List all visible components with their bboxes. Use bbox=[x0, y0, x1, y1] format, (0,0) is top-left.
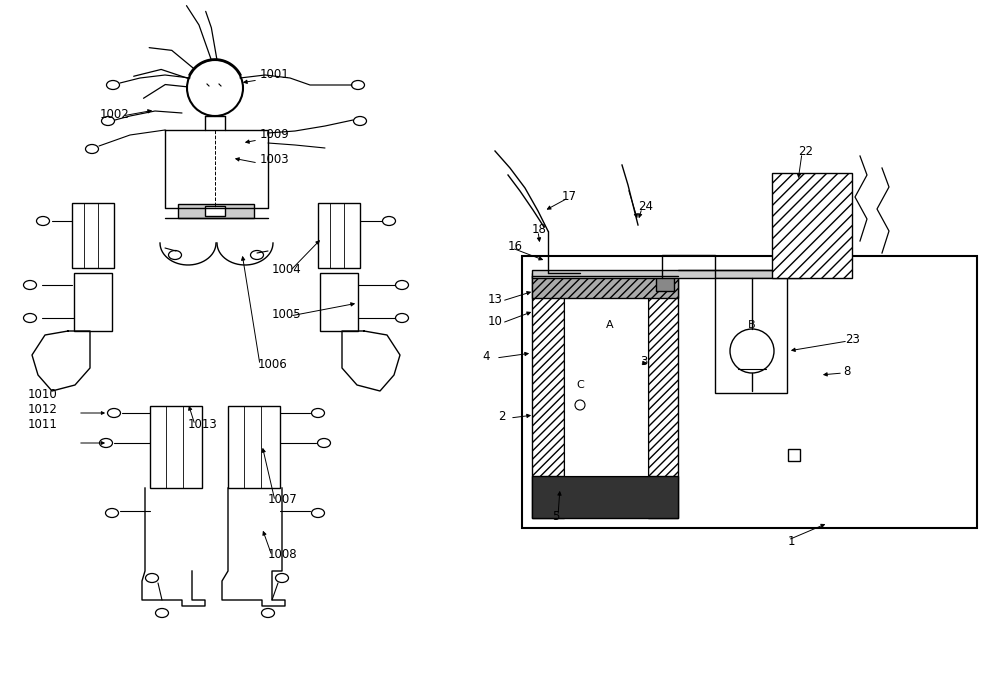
Text: 1001: 1001 bbox=[260, 68, 290, 81]
Bar bbox=[772, 173, 852, 278]
Bar bbox=[150, 406, 202, 488]
Text: 22: 22 bbox=[798, 145, 813, 158]
Text: 23: 23 bbox=[845, 333, 860, 346]
Text: 1011: 1011 bbox=[28, 418, 58, 431]
Text: 4: 4 bbox=[482, 350, 490, 363]
Text: C: C bbox=[576, 380, 584, 390]
Bar bbox=[532, 476, 678, 518]
Bar bbox=[72, 203, 114, 268]
Text: 1002: 1002 bbox=[100, 108, 130, 121]
Text: 8: 8 bbox=[843, 365, 850, 378]
Bar bbox=[788, 449, 800, 461]
Bar bbox=[320, 273, 358, 331]
Bar bbox=[532, 276, 678, 298]
Text: 10: 10 bbox=[488, 315, 503, 328]
Bar bbox=[715, 278, 787, 393]
Bar bbox=[318, 203, 360, 268]
Bar bbox=[178, 204, 254, 218]
Bar bbox=[656, 273, 674, 291]
Text: 1006: 1006 bbox=[258, 358, 288, 371]
Text: 1010: 1010 bbox=[28, 388, 58, 401]
Text: 1009: 1009 bbox=[260, 128, 290, 141]
Text: 1003: 1003 bbox=[260, 153, 290, 166]
Text: 16: 16 bbox=[508, 240, 523, 253]
Text: 17: 17 bbox=[562, 190, 577, 203]
Text: 1: 1 bbox=[788, 535, 796, 548]
Text: 1004: 1004 bbox=[272, 263, 302, 276]
Text: 1005: 1005 bbox=[272, 308, 302, 321]
Text: 1012: 1012 bbox=[28, 403, 58, 416]
Text: 18: 18 bbox=[532, 223, 547, 236]
Circle shape bbox=[575, 400, 585, 410]
Text: 1007: 1007 bbox=[268, 493, 298, 506]
Text: 13: 13 bbox=[488, 293, 503, 306]
Bar bbox=[522, 256, 977, 528]
Text: 1013: 1013 bbox=[188, 418, 218, 431]
Bar bbox=[564, 286, 648, 476]
Text: A: A bbox=[606, 320, 614, 330]
Text: 1008: 1008 bbox=[268, 548, 298, 561]
Bar bbox=[205, 206, 225, 216]
Bar bbox=[532, 270, 802, 278]
Bar bbox=[532, 273, 564, 518]
Bar bbox=[228, 406, 280, 488]
Text: 3: 3 bbox=[640, 355, 647, 368]
Bar bbox=[648, 273, 678, 518]
Text: 2: 2 bbox=[498, 410, 506, 423]
Text: B: B bbox=[748, 320, 756, 330]
Text: 5: 5 bbox=[552, 510, 559, 523]
Text: 24: 24 bbox=[638, 200, 653, 213]
Bar bbox=[74, 273, 112, 331]
